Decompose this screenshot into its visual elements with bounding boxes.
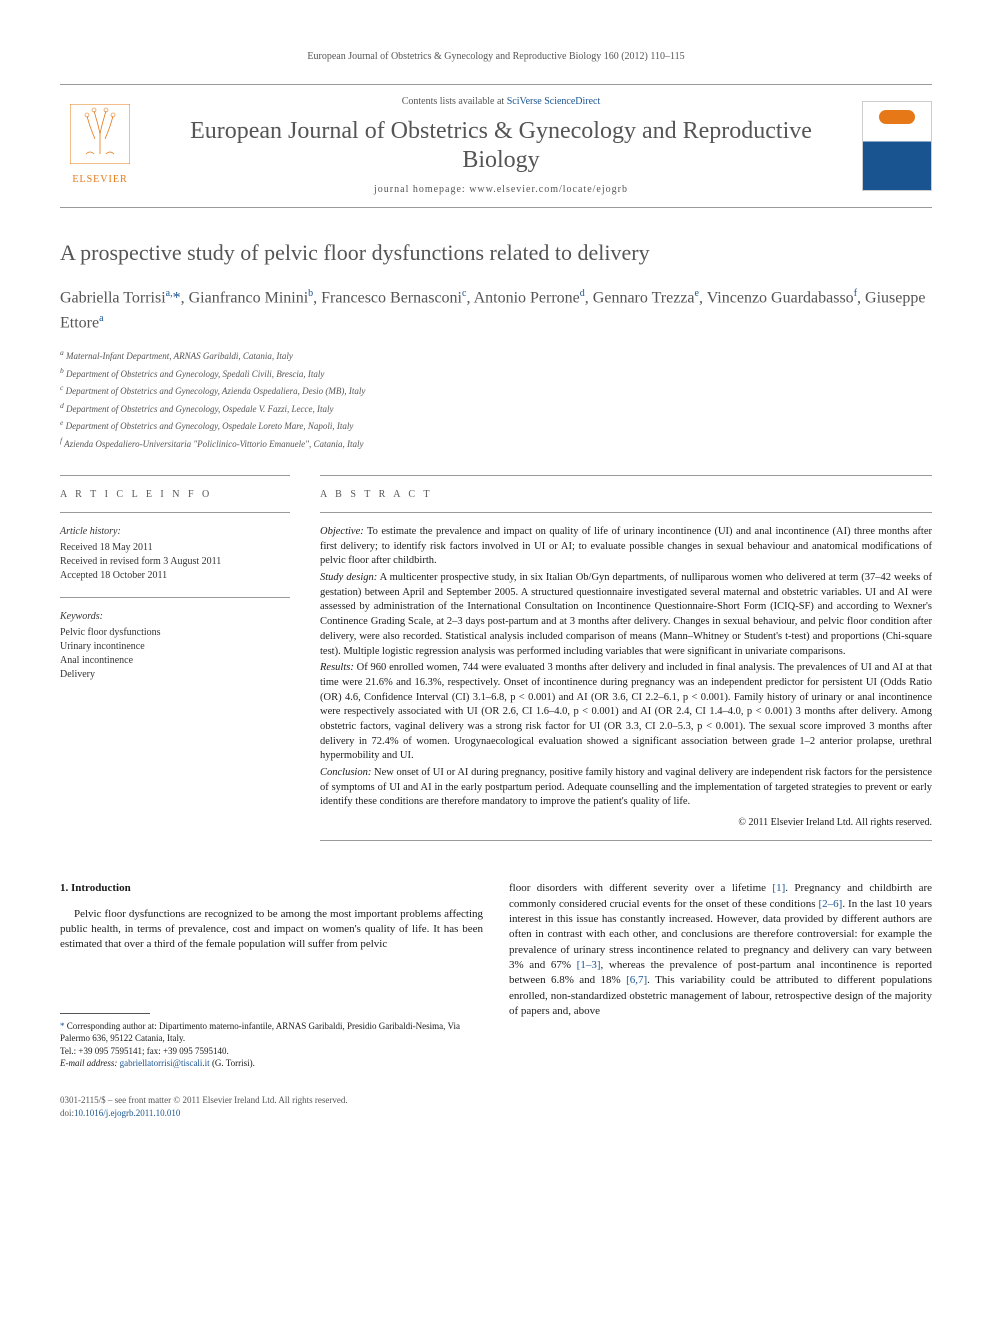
front-matter-line: 0301-2115/$ – see front matter © 2011 El…: [60, 1094, 483, 1107]
footnotes: * Corresponding author at: Dipartimento …: [60, 1020, 483, 1070]
elsevier-wordmark: ELSEVIER: [60, 173, 140, 187]
abstract-column: A B S T R A C T Objective: To estimate t…: [320, 475, 932, 841]
body-column-right: floor disorders with different severity …: [509, 881, 932, 1119]
rule: [320, 840, 932, 841]
rule: [60, 512, 290, 513]
article-info-column: A R T I C L E I N F O Article history: R…: [60, 475, 290, 841]
abstract-body: Objective: To estimate the prevalence an…: [320, 525, 932, 830]
article-title: A prospective study of pelvic floor dysf…: [60, 238, 932, 269]
authors-line: Gabriella Torrisia,*, Gianfranco Mininib…: [60, 286, 932, 335]
keyword: Urinary incontinence: [60, 640, 290, 654]
keyword: Delivery: [60, 668, 290, 682]
ref-link[interactable]: [2–6]: [818, 898, 842, 910]
article-info-heading: A R T I C L E I N F O: [60, 488, 290, 502]
results-label: Results:: [320, 662, 354, 673]
elsevier-tree-icon: [70, 104, 130, 164]
email-label: E-mail address:: [60, 1058, 120, 1068]
journal-header-center: Contents lists available at SciVerse Sci…: [156, 95, 846, 197]
keyword: Pelvic floor dysfunctions: [60, 626, 290, 640]
abstract-copyright: © 2011 Elsevier Ireland Ltd. All rights …: [320, 816, 932, 830]
journal-cover-badge-icon: [879, 110, 915, 124]
doi-link[interactable]: 10.1016/j.ejogrb.2011.10.010: [74, 1108, 180, 1118]
keywords-block: Keywords: Pelvic floor dysfunctionsUrina…: [60, 610, 290, 682]
journal-cover-thumbnail: [862, 101, 932, 191]
rule: [60, 597, 290, 598]
footnote-rule: [60, 1013, 150, 1014]
journal-cover: [862, 101, 932, 191]
affiliation-line: e Department of Obstetrics and Gynecolog…: [60, 417, 932, 434]
running-head: European Journal of Obstetrics & Gynecol…: [60, 50, 932, 64]
history-received: Received 18 May 2011: [60, 541, 290, 555]
keyword: Anal incontinence: [60, 654, 290, 668]
rule: [60, 475, 290, 476]
rule: [320, 475, 932, 476]
corr-label: Corresponding author at:: [67, 1021, 159, 1031]
journal-name: European Journal of Obstetrics & Gynecol…: [156, 117, 846, 175]
sciencedirect-link[interactable]: SciVerse ScienceDirect: [507, 96, 601, 107]
ref-link[interactable]: [6,7]: [626, 974, 647, 986]
history-revised: Received in revised form 3 August 2011: [60, 555, 290, 569]
history-label: Article history:: [60, 525, 290, 539]
tel-value: +39 095 7595141; fax: +39 095 7595140.: [78, 1046, 228, 1056]
journal-header: ELSEVIER Contents lists available at Sci…: [60, 84, 932, 208]
ref-link[interactable]: [1]: [772, 882, 785, 894]
tel-label: Tel.:: [60, 1046, 78, 1056]
affiliation-line: d Department of Obstetrics and Gynecolog…: [60, 400, 932, 417]
doi-label: doi:: [60, 1108, 74, 1118]
design-label: Study design:: [320, 572, 377, 583]
affiliations-block: a Maternal-Infant Department, ARNAS Gari…: [60, 347, 932, 451]
corresponding-star-icon: *: [60, 1021, 67, 1031]
intro-paragraph-2: floor disorders with different severity …: [509, 881, 932, 1020]
article-history: Article history: Received 18 May 2011 Re…: [60, 525, 290, 583]
design-text: A multicenter prospective study, in six …: [320, 572, 932, 656]
results-text: Of 960 enrolled women, 744 were evaluate…: [320, 662, 932, 761]
affiliation-line: c Department of Obstetrics and Gynecolog…: [60, 382, 932, 399]
journal-homepage: journal homepage: www.elsevier.com/locat…: [156, 183, 846, 197]
affiliation-line: b Department of Obstetrics and Gynecolog…: [60, 365, 932, 382]
intro-paragraph-1: Pelvic floor dysfunctions are recognized…: [60, 907, 483, 953]
conclusion-label: Conclusion:: [320, 767, 371, 778]
ref-link[interactable]: [1–3]: [577, 959, 601, 971]
body-columns: 1. Introduction Pelvic floor dysfunction…: [60, 881, 932, 1119]
abstract-heading: A B S T R A C T: [320, 488, 932, 502]
contents-list-line: Contents lists available at SciVerse Sci…: [156, 95, 846, 109]
history-accepted: Accepted 18 October 2011: [60, 569, 290, 583]
front-matter-block: 0301-2115/$ – see front matter © 2011 El…: [60, 1094, 483, 1119]
objective-text: To estimate the prevalence and impact on…: [320, 526, 932, 566]
introduction-heading: 1. Introduction: [60, 881, 483, 896]
rule: [320, 512, 932, 513]
info-abstract-row: A R T I C L E I N F O Article history: R…: [60, 475, 932, 841]
body-column-left: 1. Introduction Pelvic floor dysfunction…: [60, 881, 483, 1119]
conclusion-text: New onset of UI or AI during pregnancy, …: [320, 767, 932, 807]
keywords-label: Keywords:: [60, 610, 290, 624]
affiliation-line: a Maternal-Infant Department, ARNAS Gari…: [60, 347, 932, 364]
corr-email-link[interactable]: gabriellatorrisi@tiscali.it: [120, 1058, 210, 1068]
objective-label: Objective:: [320, 526, 364, 537]
email-suffix: (G. Torrisi).: [210, 1058, 255, 1068]
affiliation-line: f Azienda Ospedaliero-Universitaria "Pol…: [60, 435, 932, 452]
elsevier-logo: ELSEVIER: [60, 104, 140, 187]
